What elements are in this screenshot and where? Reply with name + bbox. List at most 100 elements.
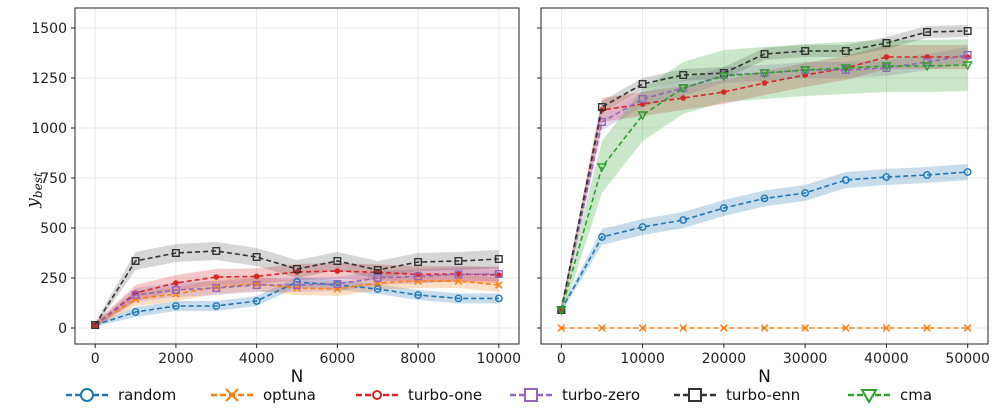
turbo-enn-point [679, 70, 688, 79]
cma-point [799, 66, 811, 76]
x-tick-label: 0 [91, 351, 100, 367]
turbo-zero-point [252, 281, 261, 290]
cma-point [678, 84, 689, 94]
turbo-enn-point [414, 258, 423, 267]
random-point [882, 173, 891, 181]
right-axes-frame [540, 7, 989, 345]
optuna-point [963, 324, 972, 332]
left-series-turbo-enn [91, 246, 503, 330]
optuna-point [801, 324, 809, 332]
y-tick-label: 0 [58, 321, 67, 337]
x-tick-label: 10000 [620, 351, 665, 367]
turbo-enn-point [91, 321, 100, 330]
turbo-zero-point [212, 284, 221, 293]
legend-item-optuna: optuna [211, 386, 316, 404]
left-x-axis-label: N [291, 367, 304, 387]
optuna-point [882, 324, 891, 332]
turbo-zero-point [597, 117, 606, 126]
x-tick-label: 8000 [400, 351, 436, 367]
optuna-point [923, 324, 931, 332]
right-ticks: 0 10000 20000 30000 40000 50000 [537, 27, 990, 367]
optuna-point [760, 324, 769, 332]
turbo-one-point [761, 80, 768, 86]
turbo-zero-point [373, 274, 382, 283]
y-tick-label: 250 [40, 271, 67, 287]
legend-marker-square [524, 388, 538, 402]
turbo-one-point [334, 268, 341, 274]
turbo-zero-point [638, 94, 647, 103]
x-tick-label: 2000 [158, 351, 194, 367]
turbo-enn-point [760, 50, 769, 59]
legend-marker-triangle [860, 389, 878, 404]
random-point [841, 176, 850, 184]
right-x-axis-label: N [758, 367, 771, 387]
cma-point [840, 64, 851, 74]
legend-item-turbo-enn: turbo-enn [674, 386, 800, 404]
turbo-enn-point [801, 47, 810, 56]
turbo-one-point [253, 273, 260, 280]
turbo-enn-point [494, 254, 503, 263]
y-tick-label: 1500 [31, 21, 67, 37]
turbo-zero-point [333, 280, 342, 289]
random-point [760, 194, 769, 203]
optuna-point [414, 277, 422, 285]
optuna-point [598, 324, 606, 332]
optuna-band [95, 274, 499, 328]
left-panel: 0 2000 4000 6000 8000 10000 0 250 500 750 1000 1250… [31, 7, 521, 387]
random-point [373, 285, 382, 293]
turbo-one-point [173, 280, 179, 286]
turbo-one-point [721, 89, 727, 95]
left-grid [75, 8, 519, 344]
right-series-cma [556, 61, 973, 316]
cma-point [718, 72, 730, 82]
right-panel: 0 10000 20000 30000 40000 50000 N [537, 7, 990, 387]
turbo-enn-point [923, 28, 932, 37]
left-ticks: 0 2000 4000 6000 8000 10000 0 250 500 750 1000 1250… [31, 21, 521, 367]
random-point [719, 204, 728, 212]
turbo-enn-point [212, 246, 221, 255]
y-tick-label: 750 [40, 171, 67, 187]
legend-item-turbo-zero: turbo-zero [510, 386, 640, 404]
legend-label: optuna [263, 386, 316, 404]
random-point [414, 291, 422, 299]
random-point [172, 302, 180, 310]
random-point [923, 171, 931, 179]
legend-item-turbo-one: turbo-one [356, 386, 482, 404]
turbo-one-point [680, 95, 687, 101]
legend-item-cma: cma [848, 386, 932, 404]
legend-marker-circle [80, 388, 94, 402]
y-tick-label: 1250 [31, 71, 67, 87]
turbo-enn-point [333, 257, 342, 266]
legend-label: turbo-one [408, 386, 482, 404]
random-band [561, 164, 968, 313]
cma-point [556, 306, 567, 316]
turbo-one-point [213, 274, 220, 280]
random-line [560, 171, 968, 311]
random-point [252, 297, 261, 305]
random-point [212, 302, 221, 310]
turbo-zero-point [293, 281, 302, 290]
turbo-zero-point [171, 286, 180, 295]
cma-point [881, 62, 892, 72]
x-tick-label: 50000 [945, 351, 990, 367]
random-point [679, 216, 688, 224]
turbo-one-band [561, 45, 968, 314]
right-bands [561, 25, 968, 318]
y-tick-label: 1000 [31, 121, 67, 137]
turbo-zero-line [94, 273, 499, 326]
turbo-enn-point [454, 257, 463, 266]
x-tick-label: 6000 [320, 351, 356, 367]
turbo-one-point [883, 54, 890, 60]
turbo-zero-point [963, 51, 972, 60]
turbo-enn-point [597, 102, 606, 111]
cma-point [962, 61, 973, 71]
turbo-enn-point [252, 252, 261, 261]
x-tick-label: 4000 [239, 351, 275, 367]
optuna-point [841, 324, 850, 332]
random-point [131, 308, 140, 316]
random-point [638, 223, 647, 231]
random-point [801, 189, 810, 197]
random-point [963, 168, 972, 176]
turbo-enn-point [293, 265, 302, 274]
